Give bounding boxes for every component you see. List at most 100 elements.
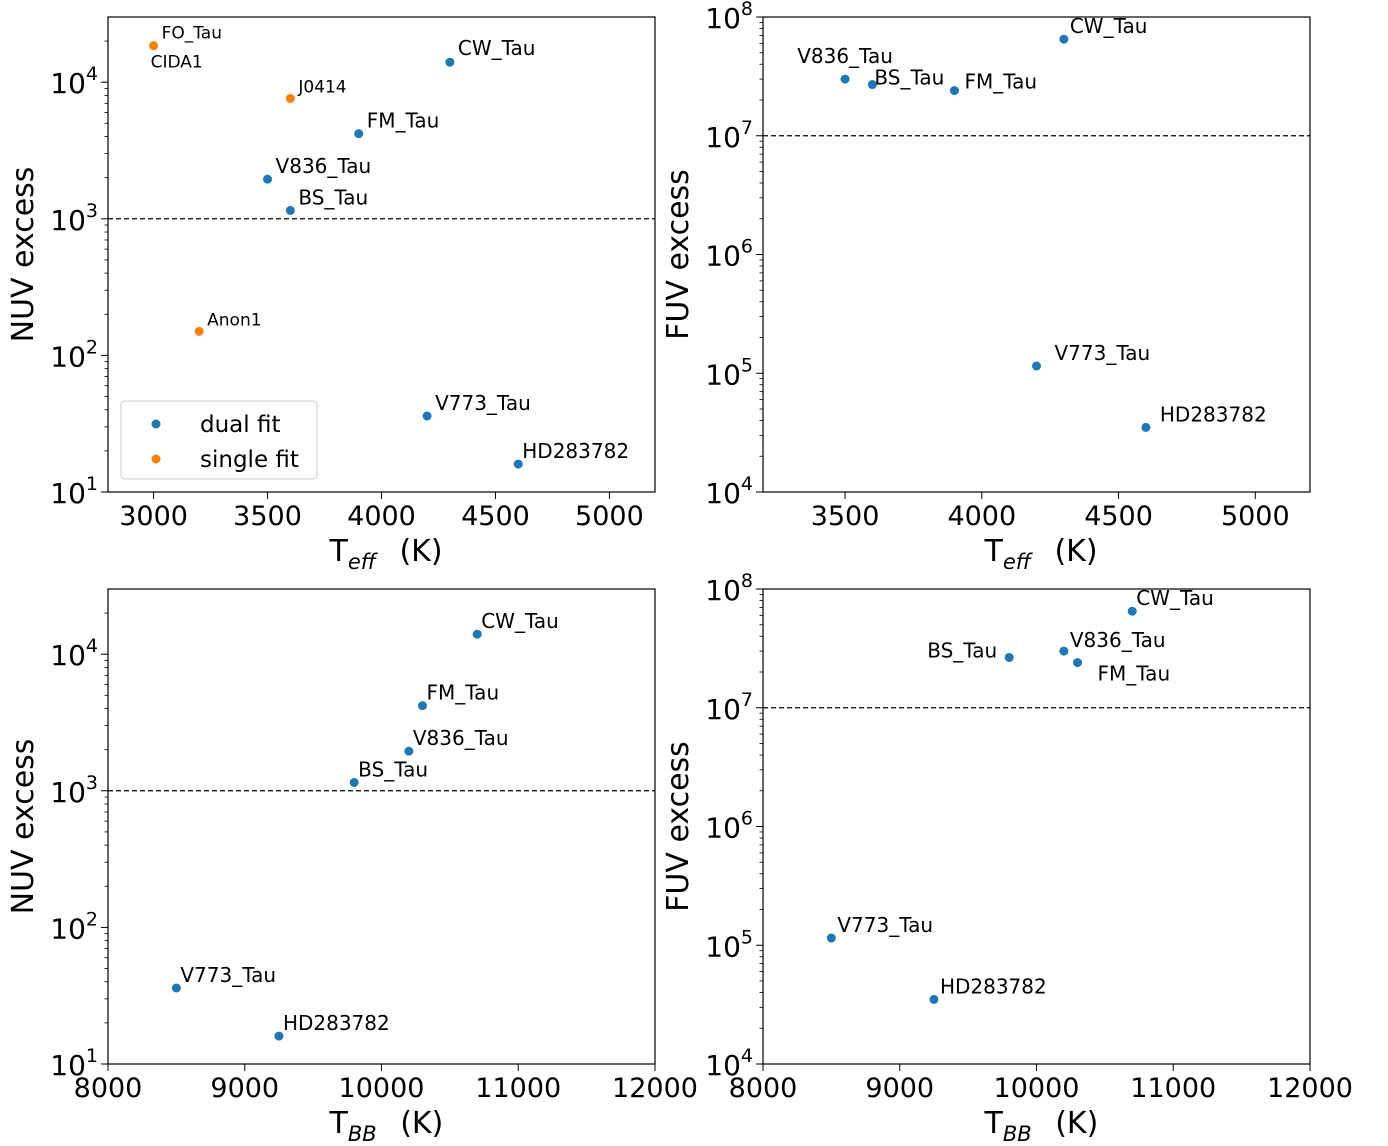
y-tick-label: 101 [50,1045,98,1082]
panel-d: 104 105 106 107 108 8000 9000 10000 11000 12000 TB… [661,570,1353,1146]
y-tick-label: 107 [705,689,753,726]
x-axis-label: Teff (K) [984,534,1098,574]
point-label: V836_Tau [797,44,893,68]
point-label: FM_Tau [964,70,1037,94]
data-point [826,933,836,943]
point-label: Anon1 [207,310,261,330]
x-tick-label: 4500 [1084,501,1153,532]
data-point [929,994,939,1004]
x-tick-label: 11000 [475,1073,561,1104]
y-tick-label: 104 [50,635,98,672]
data-point [867,80,877,90]
y-tick-label: 108 [705,570,753,607]
point-label: CW_Tau [458,36,536,60]
point-label: CW_Tau [1136,586,1214,610]
y-tick-label: 105 [705,354,753,391]
x-tick-label: 4000 [947,501,1016,532]
y-tick-label: 106 [705,808,753,845]
x-tick-label: 10000 [339,1073,425,1104]
y-axis-label: FUV excess [661,169,696,340]
x-tick-label: 3500 [233,501,302,532]
x-tick-label: 8000 [729,1073,798,1104]
legend-marker [151,454,161,464]
y-tick-label: 104 [705,473,753,510]
y-tick-label: 106 [705,236,753,273]
point-label: CW_Tau [1070,14,1148,38]
x-tick-label: 4000 [347,501,416,532]
y-tick-label: 104 [705,1045,753,1082]
data-point [1032,361,1041,371]
data-point [1127,606,1137,616]
point-label: BS_Tau [298,185,368,209]
axes-frame [107,16,656,493]
point-label: FO_Tau [162,24,222,44]
point-label: FM_Tau [427,681,500,705]
axes-frame [762,16,1311,493]
y-tick-label: 102 [50,336,98,373]
x-tick-label: 3000 [119,501,188,532]
point-label: V773_Tau [435,391,531,415]
point-label: BS_Tau [358,757,428,781]
point-label: V836_Tau [413,726,509,750]
data-point [404,746,414,756]
x-tick-label: 11000 [1130,1073,1216,1104]
y-tick-label: 101 [50,473,98,510]
data-point [1141,422,1151,432]
data-point [1073,658,1083,668]
annotation-label: CIDA1 [151,53,203,73]
data-point [418,701,428,711]
y-tick-label: 104 [50,63,98,100]
axes-frame [762,588,1311,1065]
legend: dual fit single fit [120,400,318,480]
point-label: V773_Tau [1055,341,1151,365]
point-label: HD283782 [283,1011,390,1035]
point-label: HD283782 [1160,402,1267,426]
point-label: FM_Tau [1098,662,1171,686]
y-axis-label: NUV excess [6,739,41,915]
y-tick-label: 103 [50,772,98,809]
legend-marker [151,419,161,429]
data-point [422,411,432,421]
data-point [949,86,959,96]
point-label: V836_Tau [1070,628,1166,652]
y-tick-label: 102 [50,908,98,945]
y-tick-label: 107 [705,117,753,154]
data-point [1004,652,1014,662]
point-label: V836_Tau [276,154,372,178]
point-label: BS_Tau [874,66,944,90]
data-point [263,174,273,184]
data-point [285,205,295,215]
y-tick-label: 103 [50,200,98,237]
x-tick-label: 8000 [74,1073,143,1104]
point-label: J0414 [297,77,346,97]
data-point [513,459,523,469]
data-point [1059,646,1069,656]
x-axis-label: TBB (K) [329,1106,444,1146]
x-tick-label: 4500 [461,501,530,532]
data-point [285,93,295,103]
x-tick-label: 3500 [811,501,880,532]
y-tick-label: 108 [705,0,753,35]
point-label: HD283782 [522,439,629,463]
point-label: V773_Tau [837,913,933,937]
point-label: V773_Tau [180,963,276,987]
data-point [171,983,181,993]
point-label: HD283782 [940,974,1047,998]
x-tick-label: 5000 [575,501,644,532]
y-axis-label: NUV excess [6,167,41,343]
x-axis-label: TBB (K) [984,1106,1099,1146]
point-label: CW_Tau [481,609,559,633]
point-label: BS_Tau [927,638,997,662]
panel-a: 101 102 103 104 3000 3500 4000 4500 5000 Teff (K)… [6,16,656,574]
x-tick-label: 12000 [612,1073,698,1104]
point-label: FM_Tau [367,109,440,133]
data-point [445,57,455,67]
legend-label: single fit [200,447,299,473]
x-tick-label: 9000 [210,1073,279,1104]
x-tick-label: 5000 [1221,501,1290,532]
x-tick-label: 12000 [1267,1073,1353,1104]
panel-c: 101 102 103 104 8000 9000 10000 11000 12000 TBB (… [6,588,698,1146]
x-tick-label: 9000 [865,1073,934,1104]
axes-frame [107,588,656,1065]
